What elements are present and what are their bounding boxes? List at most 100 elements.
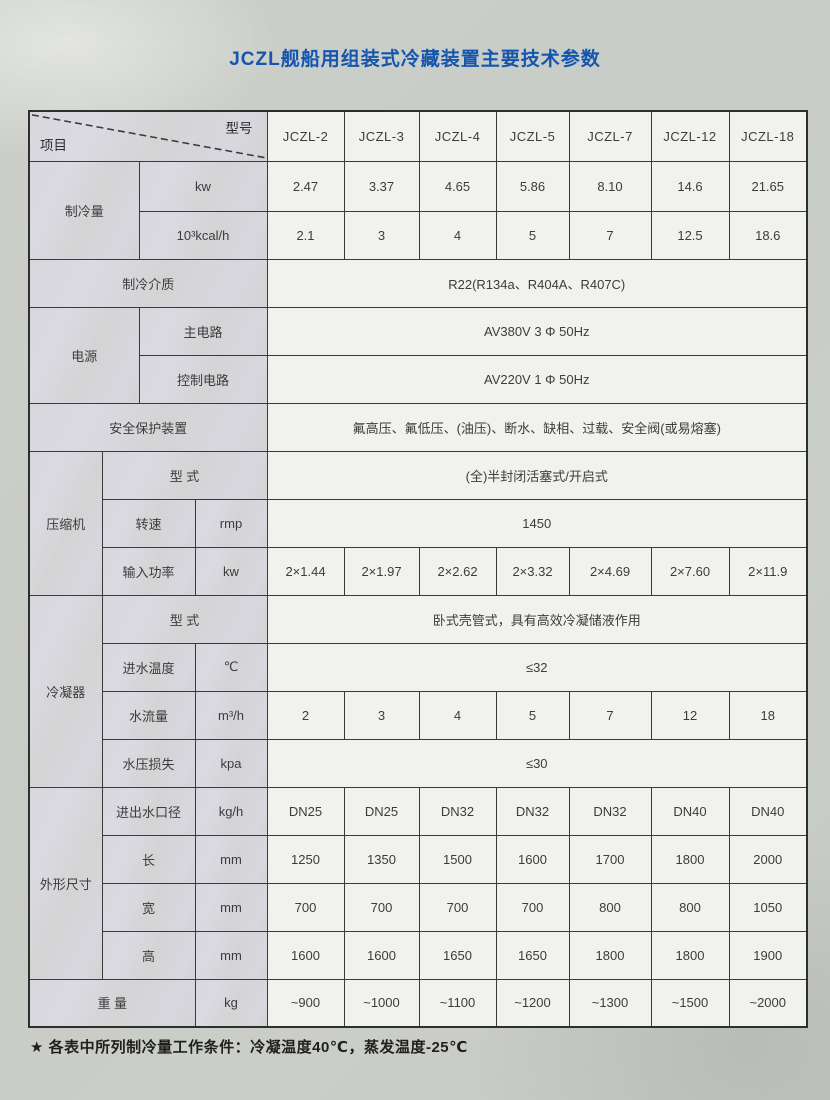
value-cell: 700 [343,882,420,932]
page-title: JCZL舰船用组装式冷藏装置主要技术参数 [229,49,601,70]
value-cell: 14.6 [650,160,730,212]
condenser-loss-row: 水压损失 kpa ≤30 [29,738,808,788]
group-label-cooling: 制冷量 [28,160,140,260]
corner-item-label: 项目 [40,137,67,153]
value-cell: 7 [568,690,652,740]
value-cell: 7 [568,210,652,260]
row-label-inlet-temp: 进水温度 [101,642,196,692]
row-label-safety: 安全保护装置 [28,402,268,452]
dimensions-pipe-row: 外形尺寸 进出水口径 kg/h DN25 DN25 DN32 DN32 DN32… [28,786,808,980]
value-cell: 2×4.69 [568,546,652,596]
model-header: JCZL-18 [728,110,808,162]
value-cell: 18.6 [728,210,808,260]
condenser-type-row: 冷凝器 型 式 卧式壳管式，具有高效冷凝储液作用 [28,594,808,788]
value-cell: 1600 [495,834,570,884]
condenser-type-value: 卧式壳管式，具有高效冷凝储液作用 [266,594,808,644]
corner-model-label: 型号 [225,121,253,136]
value-cell: 2×1.97 [343,546,420,596]
value-cell: 700 [266,882,345,932]
dimensions-length-row: 长 mm 1250 1350 1500 1600 1700 1800 2000 [29,834,808,884]
value-cell: 2×7.60 [650,546,730,596]
row-label-condenser-type: 型 式 [101,594,268,644]
value-cell: 1600 [266,930,345,980]
value-cell: DN40 [650,786,730,836]
compressor-speed-row: 转速 rmp 1450 [29,498,808,548]
unit-kw: kw [194,546,268,596]
value-cell: 1700 [568,834,652,884]
value-cell: ~1000 [343,978,420,1028]
value-cell: 18 [728,690,808,740]
dimensions-height-row: 高 mm 1600 1600 1650 1650 1800 1800 1900 [29,930,808,980]
model-header: JCZL-12 [650,110,730,162]
cooling-kw-row: 制冷量 kw 2.47 3.37 4.65 5.86 8.10 14.6 21.… [28,160,808,260]
value-cell: 1500 [418,834,497,884]
group-label-compressor: 压缩机 [28,450,103,596]
power-main-row: 电源 主电路 AV380V 3 Φ 50Hz [28,306,808,404]
cooling-kcal-row: 10³kcal/h 2.1 3 4 5 7 12.5 18.6 [29,210,808,260]
value-cell: 3 [343,690,420,740]
value-cell: 2 [266,690,345,740]
main-circuit-value: AV380V 3 Φ 50Hz [266,306,808,356]
compressor-type-row: 压缩机 型 式 (全)半封闭活塞式/开启式 [28,450,808,596]
row-label-pressure-loss: 水压损失 [101,738,196,788]
row-label-height: 高 [101,930,196,980]
value-cell: 800 [568,882,652,932]
compressor-power-row: 输入功率 kw 2×1.44 2×1.97 2×2.62 2×3.32 2×4.… [29,546,808,596]
value-cell: 2×3.32 [495,546,570,596]
value-cell: 3 [343,210,420,260]
value-cell: DN25 [266,786,345,836]
diagonal-divider [31,114,265,159]
value-cell: 1250 [266,834,345,884]
condenser-inlet-row: 进水温度 ℃ ≤32 [29,642,808,692]
row-label-pipe: 进出水口径 [101,786,196,836]
unit-m3h: m³/h [194,690,268,740]
row-label-input-power: 输入功率 [101,546,196,596]
footnote: ★ 各表中所列制冷量工作条件：冷凝温度40℃，蒸发温度-25℃ [30,1039,468,1056]
unit-mm: mm [194,882,268,932]
value-cell: 5.86 [495,160,570,212]
value-cell: 21.65 [728,160,808,212]
unit-celsius: ℃ [194,642,268,692]
row-label-weight: 重 量 [28,978,196,1028]
row-label-refrigerant: 制冷介质 [28,258,268,308]
value-cell: ~1200 [495,978,570,1028]
row-label-kw: kw [138,160,268,212]
value-cell: DN40 [728,786,808,836]
row-label-length: 长 [101,834,196,884]
value-cell: 5 [495,690,570,740]
value-cell: ~2000 [728,978,808,1028]
value-cell: 2.1 [266,210,345,260]
compressor-type-value: (全)半封闭活塞式/开启式 [266,450,808,500]
weight-row: 重 量 kg ~900 ~1000 ~1100 ~1200 ~1300 ~150… [28,978,808,1028]
value-cell: ~900 [266,978,345,1028]
value-cell: 5 [495,210,570,260]
value-cell: 1650 [495,930,570,980]
row-label-speed: 转速 [101,498,196,548]
value-cell: 8.10 [568,160,652,212]
value-cell: 700 [495,882,570,932]
value-cell: 1650 [418,930,497,980]
spec-table: 型号 项目 JCZL-2 JCZL-3 JCZL-4 JCZL-5 JCZL-7… [28,110,808,1028]
value-cell: ~1300 [568,978,652,1028]
value-cell: DN25 [343,786,420,836]
value-cell: ~1500 [650,978,730,1028]
value-cell: 2000 [728,834,808,884]
value-cell: ~1100 [418,978,497,1028]
corner-header-cell: 型号 项目 [28,110,268,162]
unit-mm: mm [194,930,268,980]
model-header: JCZL-2 [266,110,345,162]
model-header: JCZL-7 [568,110,652,162]
value-cell: 1800 [650,834,730,884]
value-cell: 2×11.9 [728,546,808,596]
value-cell: 12.5 [650,210,730,260]
safety-row: 安全保护装置 氟高压、氟低压、(油压)、断水、缺相、过载、安全阀(或易熔塞) [28,402,808,452]
value-cell: 3.37 [343,160,420,212]
value-cell: DN32 [568,786,652,836]
value-cell: 2×1.44 [266,546,345,596]
value-cell: 1350 [343,834,420,884]
value-cell: 4.65 [418,160,497,212]
pressure-loss-value: ≤30 [266,738,808,788]
model-header: JCZL-4 [418,110,497,162]
model-header: JCZL-5 [495,110,570,162]
